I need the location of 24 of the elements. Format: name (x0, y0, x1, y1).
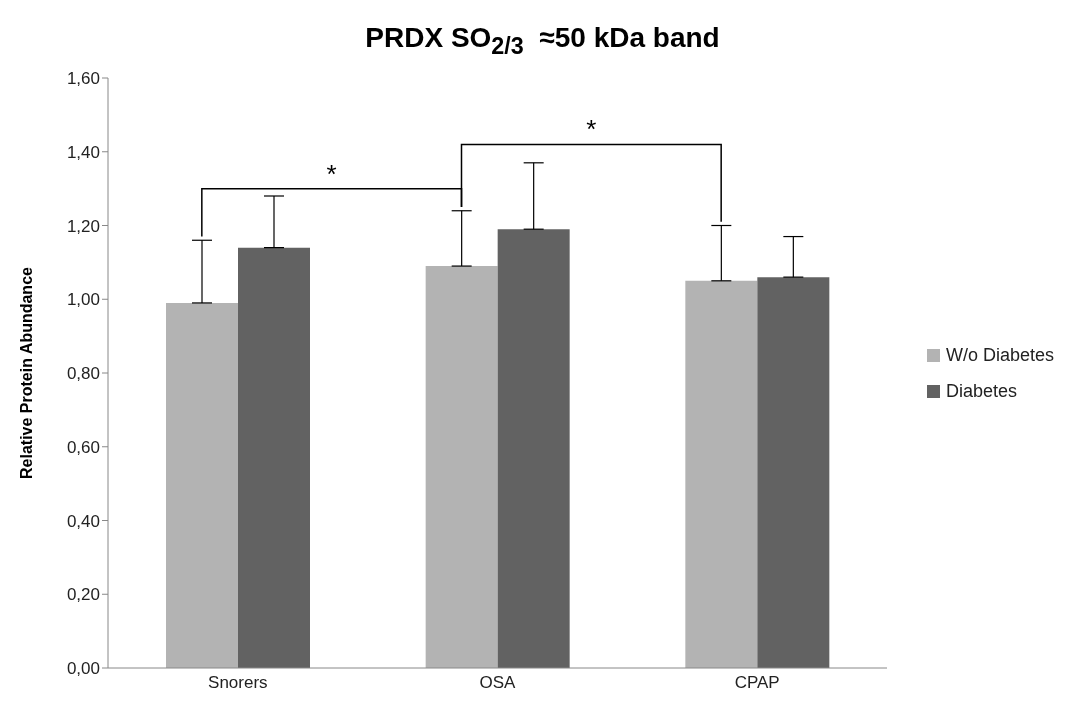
bar (497, 229, 570, 668)
bar (425, 266, 498, 668)
legend-label: W/o Diabetes (945, 343, 1055, 367)
y-tick-label: 1,20 (66, 216, 100, 236)
y-tick-label: 0,80 (66, 364, 100, 384)
y-tick-label: 0,00 (66, 659, 100, 679)
y-tick-label: 0,20 (66, 585, 100, 605)
y-tick-label: 1,40 (66, 142, 100, 162)
bar (166, 302, 238, 668)
x-tick-label: Snorers (208, 673, 268, 693)
annotation: * (586, 114, 597, 145)
x-tick-label: CPAP (734, 673, 780, 693)
y-tick-label: 1,60 (66, 69, 100, 89)
y-axis-title: Relative Protein Abundance (17, 266, 35, 479)
x-tick-label: OSA (479, 673, 517, 693)
y-tick-label: 1,00 (66, 290, 100, 310)
bar (757, 277, 830, 668)
annotation: * (326, 158, 337, 189)
bar (685, 280, 758, 668)
y-tick-label: 0,60 (66, 437, 100, 457)
bar (238, 247, 310, 668)
legend-label: Diabetes (945, 379, 1019, 403)
y-tick-label: 0,40 (66, 511, 100, 531)
chart-title: PRDX SO$_{2/3}$ ≈50 kDa band (364, 21, 721, 61)
